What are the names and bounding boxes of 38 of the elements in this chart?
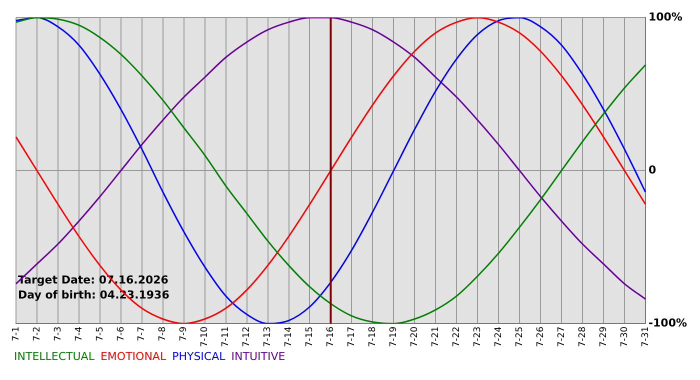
x-tick-label: 7-22 [452, 326, 462, 348]
x-tick-label: 7-24 [494, 326, 504, 348]
x-tick-label: 7-26 [536, 326, 546, 348]
text: PHYSICAL [172, 350, 226, 363]
x-tick-label: 7-30 [620, 326, 630, 348]
x-tick-label: 7-10 [200, 326, 210, 348]
x-tick-label: 7-9 [179, 326, 190, 342]
x-tick-label: 7-4 [74, 326, 84, 342]
x-tick-label: 7-27 [556, 326, 567, 348]
x-tick-label: 7-17 [347, 326, 358, 348]
x-tick-label: 7-16 [326, 326, 336, 348]
x-tick-label: 7-1 [11, 326, 22, 342]
y-tick-label: 0 [648, 163, 656, 176]
x-tick-label: 7-11 [221, 326, 232, 348]
x-tick-label: 7-25 [514, 326, 525, 348]
text: EMOTIONAL [100, 350, 166, 363]
x-tick-label: 7-14 [284, 326, 294, 348]
x-tick-label: 7-8 [158, 326, 168, 342]
x-tick-label: 7-20 [410, 326, 420, 348]
x-tick-label: 7-6 [116, 326, 126, 342]
y-tick-label: -100% [648, 316, 688, 330]
x-tick-label: 7-28 [578, 326, 588, 348]
x-tick-label: 7-13 [263, 326, 274, 348]
x-tick-label: 7-3 [53, 326, 64, 342]
x-tick-label: 7-29 [598, 326, 609, 348]
x-tick-label: 7-23 [472, 326, 483, 348]
y-tick-label: 100% [648, 10, 682, 24]
x-tick-label: 7-15 [305, 326, 316, 348]
x-tick-label: 7-12 [242, 326, 252, 348]
text: INTELLECTUAL [14, 350, 94, 363]
x-tick-label: 7-2 [32, 326, 42, 342]
text: INTUITIVE [231, 350, 286, 363]
x-tick-label: 7-7 [137, 326, 148, 342]
x-tick-label: 7-21 [430, 326, 441, 348]
x-tick-label: 7-19 [389, 326, 400, 348]
x-tick-label: 7-31 [640, 326, 651, 348]
x-tick-label: 7-5 [95, 326, 106, 342]
x-tick-label: 7-18 [368, 326, 378, 348]
